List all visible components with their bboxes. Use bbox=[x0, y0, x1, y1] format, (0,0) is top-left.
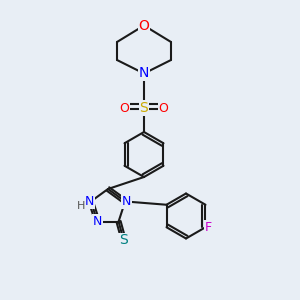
Text: S: S bbox=[140, 101, 148, 115]
Text: N: N bbox=[139, 67, 149, 80]
Text: O: O bbox=[120, 101, 129, 115]
Text: F: F bbox=[205, 221, 212, 234]
Text: N: N bbox=[122, 195, 131, 208]
Text: O: O bbox=[159, 101, 168, 115]
Text: O: O bbox=[139, 19, 149, 32]
Text: H: H bbox=[77, 201, 86, 211]
Text: S: S bbox=[119, 233, 128, 248]
Text: N: N bbox=[85, 195, 94, 208]
Text: N: N bbox=[93, 215, 102, 228]
